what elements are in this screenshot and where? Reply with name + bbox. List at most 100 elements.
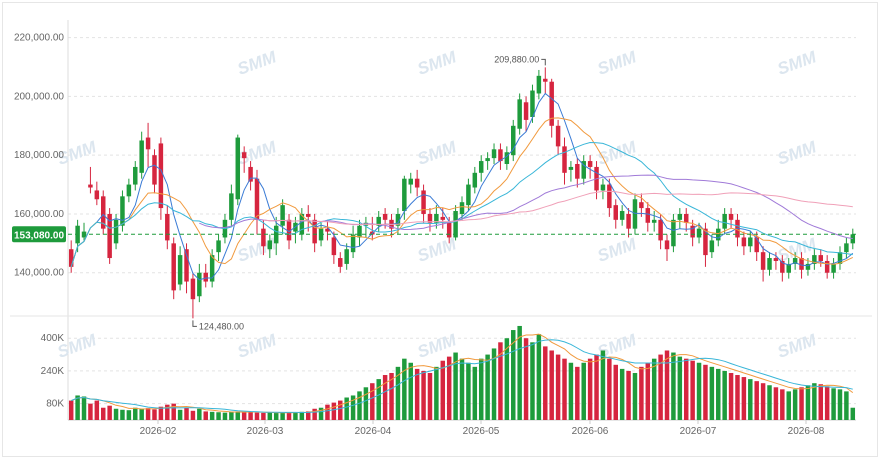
volume-bar [158, 406, 164, 420]
volume-bar [306, 411, 311, 420]
volume-bar [402, 358, 407, 420]
max-marker [541, 58, 546, 66]
volume-bar [216, 412, 221, 420]
price-y-tick: 140,000.00 [14, 268, 64, 279]
candle-body [235, 137, 241, 200]
volume-bar [549, 350, 554, 420]
grid-layer [10, 20, 872, 421]
volume-bar [421, 370, 426, 420]
volume-bar [837, 389, 843, 420]
candle-body [696, 228, 702, 238]
candle-body [523, 102, 529, 120]
watermark-logo: SMM [415, 234, 460, 266]
annotation-layer: 153,080.00 209,880.00 124,480.00 [12, 54, 856, 331]
candle-body [812, 255, 817, 264]
candle-body [760, 252, 766, 270]
candle-body [408, 178, 413, 185]
watermark-logo: SMM [415, 330, 460, 362]
candle-body [844, 243, 849, 253]
volume-bar [338, 400, 343, 420]
volume-bar [427, 372, 433, 420]
volume-bar [408, 362, 413, 420]
volume-bar [562, 358, 567, 420]
volume-bar [382, 375, 388, 420]
volume-bar [312, 408, 317, 420]
candle-body [818, 255, 824, 261]
candle-body [229, 193, 234, 220]
volume-bar [229, 411, 234, 420]
volume-bar [523, 338, 529, 420]
volume-bar [370, 383, 375, 420]
min-annotation: 124,480.00 [199, 321, 244, 331]
price-y-tick: 200,000.00 [14, 91, 64, 102]
volume-bar [491, 348, 497, 420]
volume-bar [831, 388, 836, 420]
volume-bar [780, 389, 785, 420]
volume-bar [75, 395, 80, 420]
candle-body [517, 99, 522, 129]
volume-bar [594, 354, 599, 420]
candle-body [786, 263, 791, 273]
candle-body [414, 178, 420, 188]
candle-body [382, 213, 388, 220]
candle-body [722, 213, 727, 229]
candle-body [671, 219, 676, 247]
volume-bar [812, 383, 817, 420]
candle-body [805, 263, 811, 270]
candle-body [427, 213, 433, 223]
volume-bar [658, 354, 663, 420]
candle-body [216, 240, 221, 253]
candle-body [171, 243, 176, 291]
volume-bar [632, 372, 638, 420]
volume-bar [517, 325, 522, 420]
volume-bar [530, 342, 535, 420]
volume-bar [197, 408, 202, 420]
volume-bar [94, 400, 100, 420]
candle-body [402, 178, 407, 212]
volume-bar [248, 411, 253, 420]
candle-body [261, 228, 266, 247]
candle-body [530, 90, 535, 117]
volume-bar [434, 366, 439, 420]
candle-body [280, 205, 285, 226]
axis-layer: 140,000.00 160,000.00 180,000.00 200,000.00… [14, 33, 825, 437]
candle-body [792, 258, 798, 264]
candle-body [645, 208, 651, 223]
volume-bar [748, 379, 753, 420]
volume-bar [677, 356, 683, 420]
volume-bar [466, 362, 471, 420]
volume-bar [414, 368, 420, 420]
candle-body [498, 149, 503, 162]
candle-body [344, 249, 349, 264]
candle-body [491, 149, 497, 159]
candle-body [241, 152, 247, 159]
candle-body [690, 225, 695, 238]
volume-bar [767, 385, 772, 420]
volume-bar [613, 364, 618, 420]
volume-bar [472, 366, 478, 420]
volume-bar [587, 358, 593, 420]
watermark-logo: SMM [775, 47, 820, 79]
volume-bar [619, 368, 625, 420]
candle-body [780, 260, 785, 273]
candle-body [709, 240, 715, 253]
volume-bar [639, 366, 644, 420]
candle-body [850, 234, 856, 244]
ma-60-line [263, 190, 853, 226]
candle-body [626, 213, 631, 229]
volume-bar [504, 338, 510, 420]
volume-bar [209, 411, 215, 420]
candle-body [504, 152, 510, 164]
volume-bar [754, 381, 759, 420]
x-tick-label: 2026-03 [247, 426, 284, 437]
volume-bar [235, 411, 241, 420]
candle-body [639, 202, 644, 209]
candle-body [107, 213, 112, 259]
volume-bar [254, 412, 260, 420]
candle-body [683, 213, 689, 223]
candle-body [94, 190, 100, 200]
volume-bar [805, 385, 811, 420]
volume-bar [696, 362, 702, 420]
price-y-tick: 220,000.00 [14, 33, 64, 44]
volume-bar [299, 411, 305, 420]
